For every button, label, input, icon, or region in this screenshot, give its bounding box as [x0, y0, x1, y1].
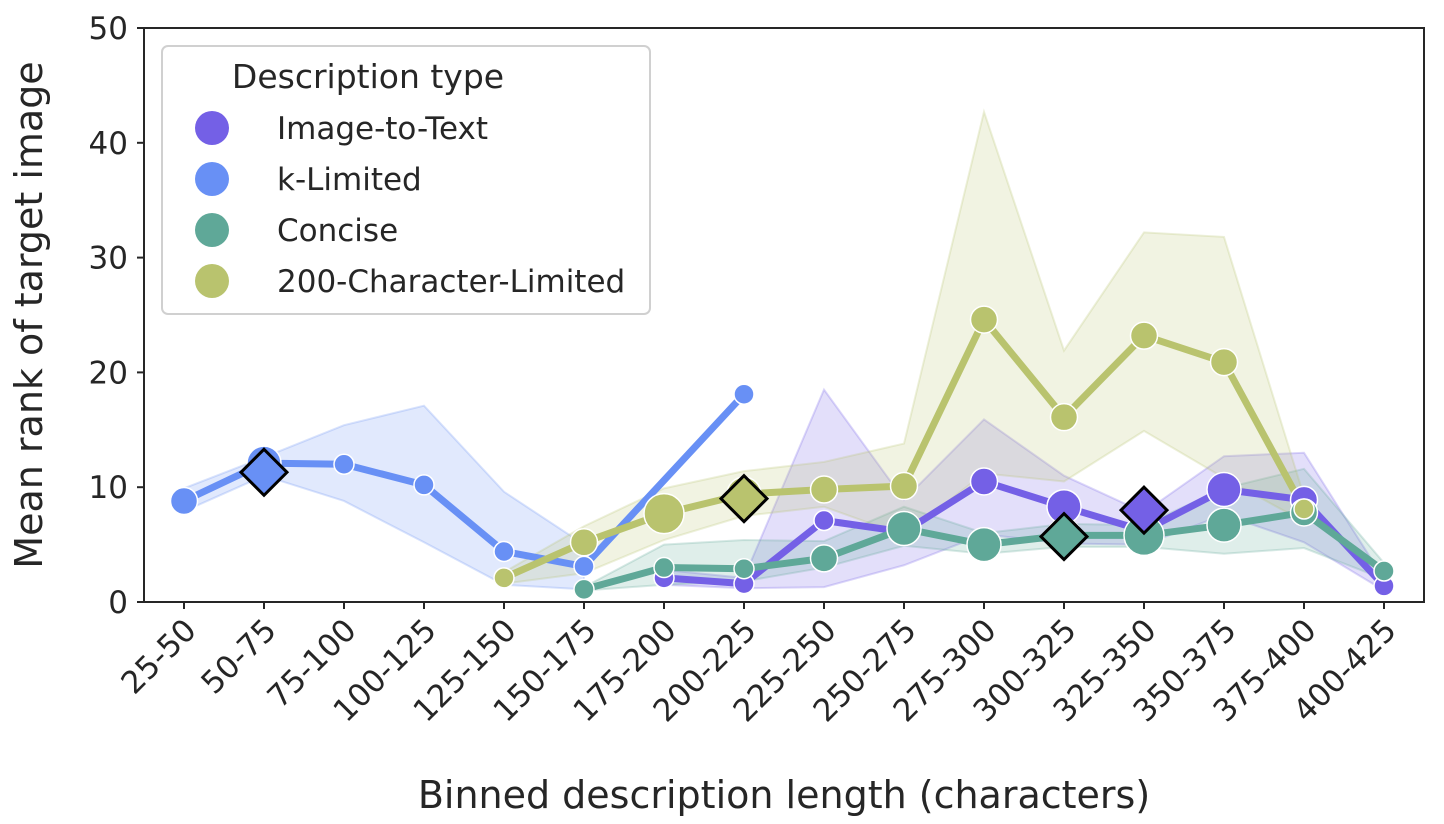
legend-label-k-limited: k-Limited: [277, 162, 422, 198]
point-k-limited-25-50: [169, 486, 199, 516]
point-concise-275-300: [966, 526, 1002, 563]
legend-marker-image-to-text: [195, 111, 229, 145]
legend-title: Description type: [232, 57, 504, 96]
point-concise-350-375: [1206, 507, 1242, 543]
point-image-to-text-275-300: [969, 467, 999, 496]
point-k-limited-100-125: [413, 474, 435, 496]
y-tick-label-0: 0: [108, 585, 128, 621]
point-200-character-limited-275-300: [969, 305, 999, 334]
point-200-character-limited-300-325: [1049, 402, 1079, 432]
legend-box: [161, 45, 651, 315]
legend-marker-k-limited: [195, 162, 229, 196]
point-concise-175-200: [653, 556, 675, 579]
point-concise-400-425: [1373, 560, 1395, 582]
point-concise-150-175: [573, 578, 595, 601]
mean-marker-200-character-limited: [718, 473, 770, 524]
x-tick-label-25-50: 25-50: [114, 612, 203, 701]
y-tick-label-30: 30: [89, 241, 128, 277]
y-tick-label-40: 40: [89, 126, 128, 162]
y-tick-label-20: 20: [89, 355, 128, 391]
legend-marker-200-character-limited: [195, 264, 229, 298]
point-200-character-limited-175-200: [643, 492, 685, 535]
point-200-character-limited-225-250: [809, 475, 839, 504]
y-tick-label-10: 10: [89, 470, 128, 506]
legend-marker-concise: [195, 213, 229, 247]
legend-label-200-character-limited: 200-Character-Limited: [277, 264, 625, 300]
x-axis-title: Binned description length (characters): [418, 773, 1150, 817]
point-200-character-limited-350-375: [1209, 347, 1239, 377]
mean-marker-k-limited: [238, 447, 290, 498]
line-image-to-text: [660, 477, 1388, 590]
point-200-character-limited-250-275: [889, 471, 919, 501]
point-k-limited-200-225: [733, 383, 755, 405]
data-points: [169, 305, 1395, 601]
x-axis-ticks: 25-5050-7575-100100-125125-150150-175175…: [114, 602, 1404, 729]
point-200-character-limited-375-400: [1293, 498, 1315, 520]
legend-label-image-to-text: Image-to-Text: [277, 111, 488, 147]
mean-marker-concise: [1038, 511, 1090, 562]
point-200-character-limited-150-175: [569, 528, 599, 557]
point-200-character-limited-325-350: [1129, 321, 1159, 350]
legend-label-concise: Concise: [277, 213, 398, 249]
point-k-limited-125-150: [493, 540, 515, 563]
point-concise-225-250: [809, 544, 839, 573]
plot-frame: [143, 27, 1425, 603]
point-image-to-text-225-250: [813, 509, 835, 532]
point-k-limited-150-175: [573, 555, 595, 578]
point-200-character-limited-125-150: [493, 567, 515, 589]
point-k-limited-75-100: [333, 453, 355, 475]
mean-markers: [238, 447, 1170, 562]
point-concise-200-225: [733, 557, 755, 580]
mean-marker-image-to-text: [1118, 485, 1170, 536]
legend: Description type Image-to-Text k-Limited C…: [161, 45, 651, 315]
y-axis-title: Mean rank of target image: [7, 61, 51, 568]
legend-items: Image-to-Text k-Limited Concise 200-Charact…: [195, 111, 625, 300]
y-tick-label-50: 50: [89, 11, 128, 47]
y-axis-ticks: 0 10 20 30 40 50: [89, 11, 144, 621]
point-image-to-text-350-375: [1206, 471, 1242, 508]
point-concise-250-275: [886, 510, 922, 547]
